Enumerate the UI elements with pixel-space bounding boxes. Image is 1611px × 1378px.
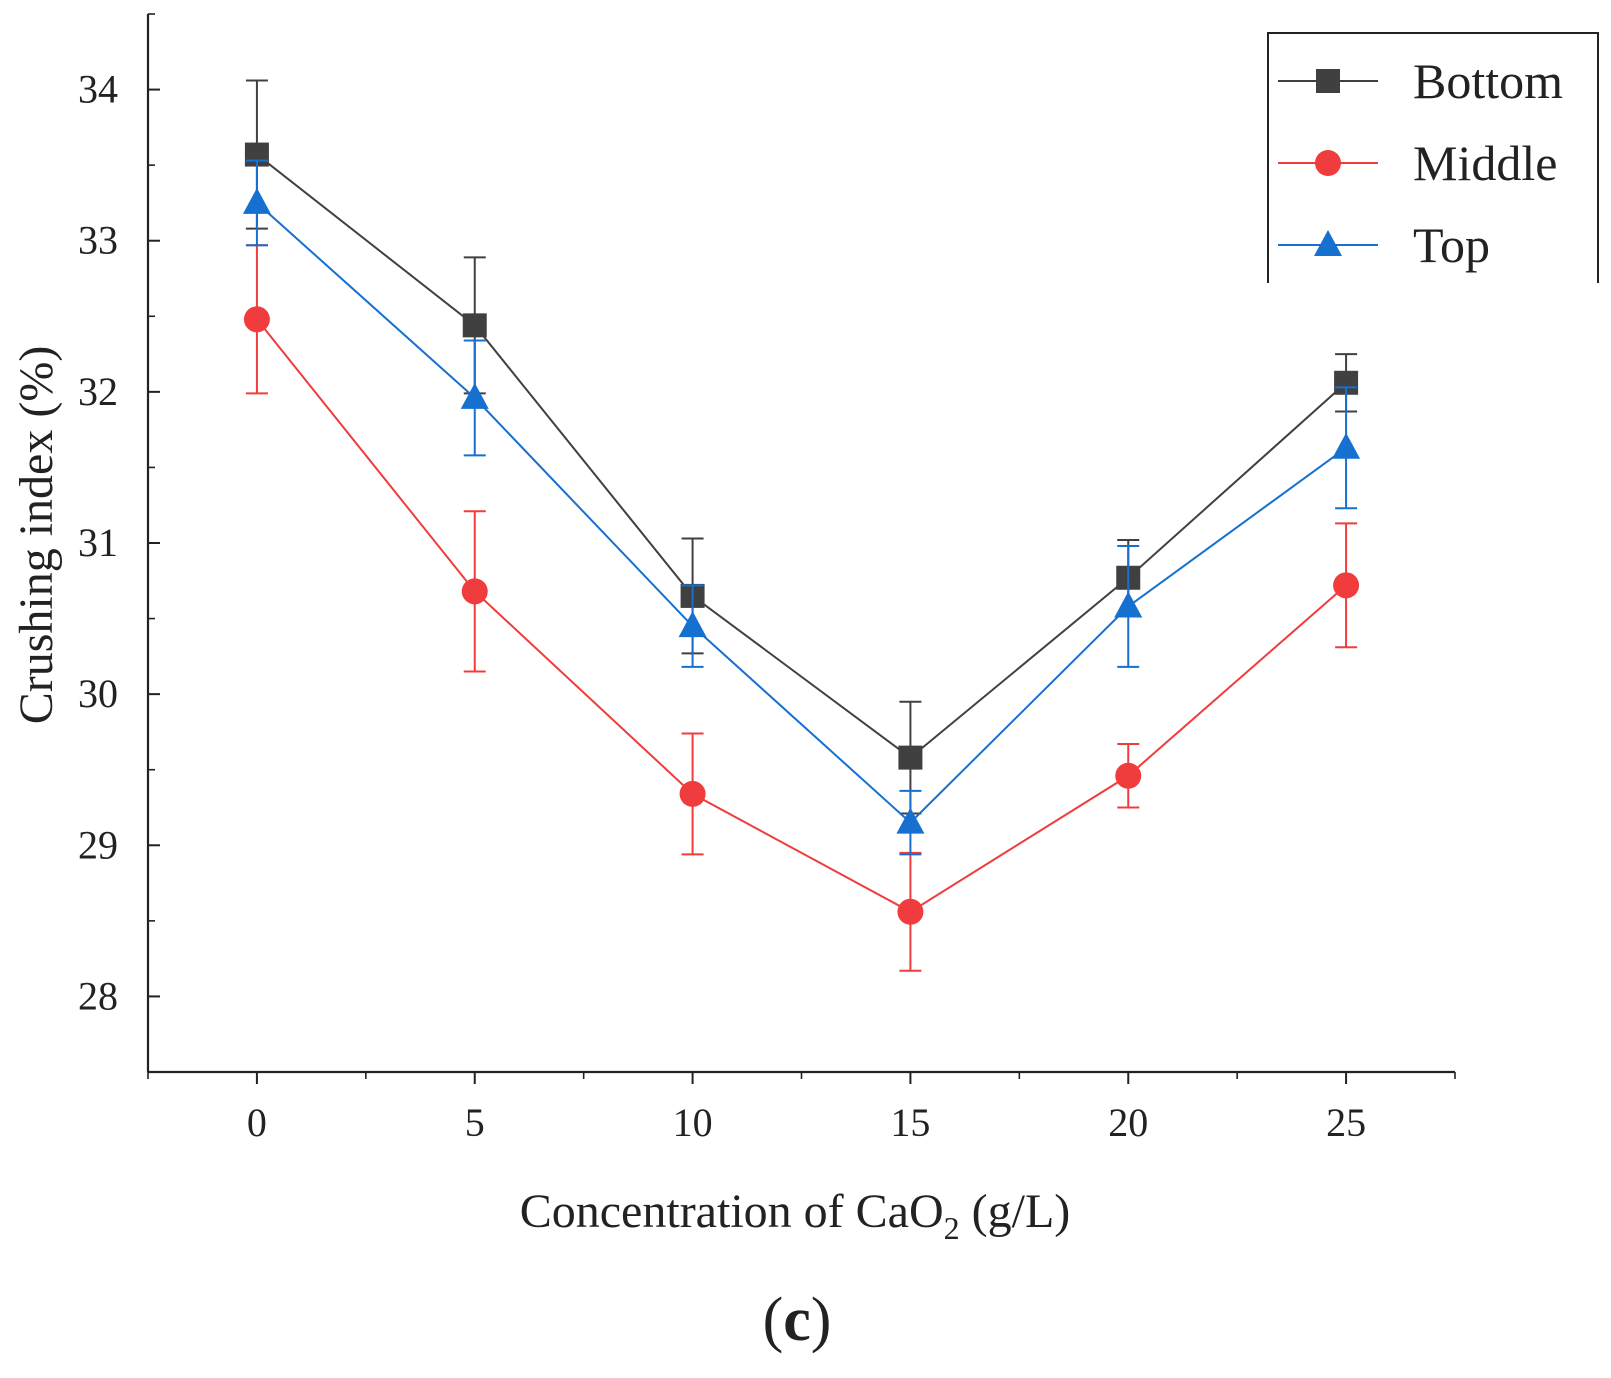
series-top (242, 159, 1361, 856)
legend-label-top: Top (1413, 217, 1490, 273)
data-point-middle-15 (897, 898, 924, 925)
y-tick-label-34: 34 (78, 67, 118, 112)
data-point-middle-20 (1115, 762, 1142, 789)
panel-label-close: ) (811, 1286, 832, 1354)
panel-label-open: ( (763, 1286, 784, 1354)
data-point-top-20 (1114, 591, 1143, 618)
y-axis-title: Crushing index (%) (10, 346, 63, 725)
data-point-bottom-5 (462, 313, 487, 338)
x-tick-label-5: 5 (465, 1100, 485, 1145)
x-tick-label-25: 25 (1326, 1100, 1366, 1145)
legend-item-top: Top (1278, 217, 1490, 273)
series-layer (242, 79, 1361, 972)
series-bottom (244, 79, 1359, 815)
y-tick-label-33: 33 (78, 218, 118, 263)
y-tick-label-31: 31 (78, 520, 118, 565)
data-point-middle-5 (461, 578, 488, 605)
y-tick-label-28: 28 (78, 973, 118, 1018)
data-point-middle-0 (243, 306, 270, 333)
x-tick-label-0: 0 (247, 1100, 267, 1145)
x-tick-label-20: 20 (1108, 1100, 1148, 1145)
legend-label-bottom: Bottom (1413, 53, 1563, 109)
x-axis-title-main: Concentration of CaO (520, 1185, 944, 1238)
series-middle (243, 244, 1360, 972)
data-point-bottom-15 (898, 745, 923, 770)
series-line-middle (256, 318, 1347, 913)
legend-frame (1267, 32, 1599, 283)
x-axis-title: Concentration of CaO2 (g/L) (520, 1185, 1071, 1246)
legend-item-middle: Middle (1278, 135, 1557, 191)
legend-label-middle: Middle (1413, 135, 1557, 191)
legend: Bottom Middle Top (1267, 32, 1599, 283)
data-point-top-5 (460, 382, 489, 409)
series-line-bottom (256, 153, 1347, 759)
legend-marker-middle (1315, 150, 1341, 176)
panel-label-letter: c (783, 1286, 811, 1354)
data-point-top-25 (1332, 432, 1361, 459)
y-tick-label-32: 32 (78, 369, 118, 414)
x-tick-label-10: 10 (673, 1100, 713, 1145)
x-axis-title-subscript: 2 (944, 1210, 960, 1246)
data-point-top-15 (896, 807, 925, 834)
data-point-middle-25 (1333, 572, 1360, 599)
axes: 28 29 30 31 32 33 34 0 5 10 15 20 25 (78, 13, 1456, 1145)
x-tick-label-15: 15 (890, 1100, 930, 1145)
x-axis-title-unit: (g/L) (960, 1185, 1071, 1238)
data-point-middle-10 (679, 780, 706, 807)
legend-item-bottom: Bottom (1278, 53, 1563, 109)
y-tick-label-29: 29 (78, 822, 118, 867)
data-point-top-0 (242, 187, 271, 214)
panel-label: (c) (763, 1286, 832, 1354)
legend-marker-top (1314, 230, 1342, 256)
y-tick-label-30: 30 (78, 671, 118, 716)
series-line-top (256, 202, 1347, 824)
legend-marker-bottom (1316, 69, 1340, 93)
data-point-top-10 (678, 611, 707, 638)
